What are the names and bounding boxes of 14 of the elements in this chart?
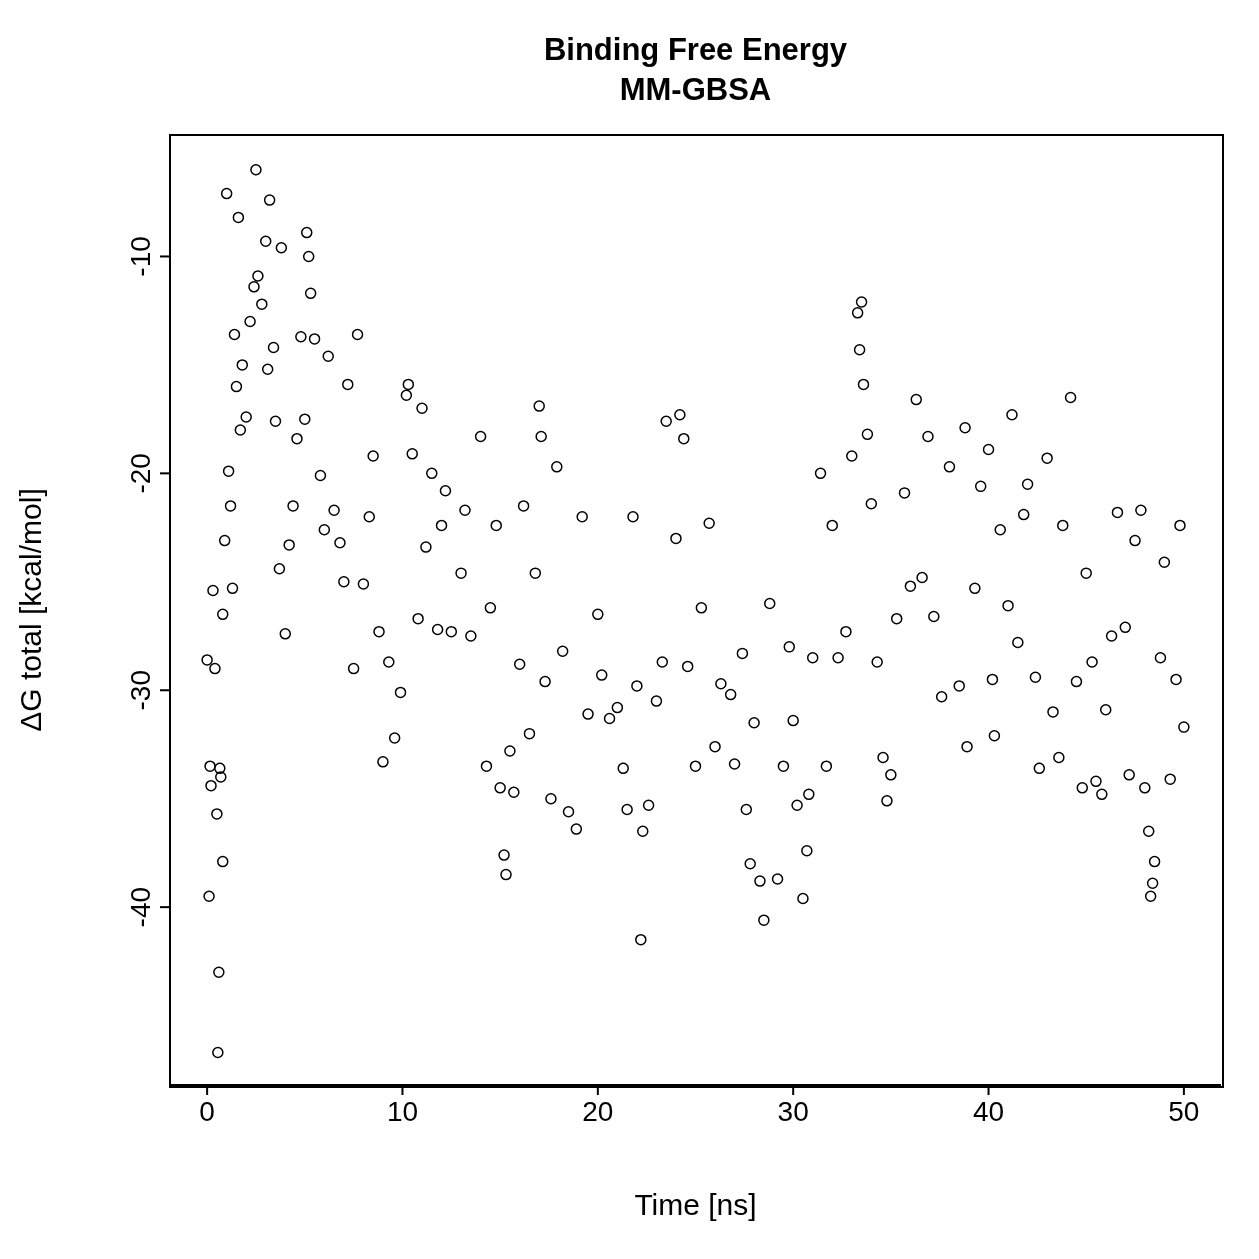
y-tick-label: -30 <box>125 670 156 711</box>
y-tick-label: -40 <box>125 886 156 928</box>
chart-subtitle: MM-GBSA <box>618 71 773 109</box>
y-tick-label: -10 <box>125 236 156 277</box>
x-tick-label: 20 <box>582 1095 614 1127</box>
x-tick-label: 0 <box>199 1095 215 1127</box>
x-axis-title: Time [ns] <box>634 1188 757 1221</box>
x-tick-label: 50 <box>1168 1095 1200 1127</box>
y-axis-title: ΔG total [kcal/mol] <box>13 488 47 732</box>
y-tick-label: -20 <box>125 453 156 494</box>
chart-title: Binding Free Energy <box>542 31 849 69</box>
x-tick-label: 40 <box>972 1095 1005 1127</box>
x-tick-label: 30 <box>777 1095 809 1127</box>
x-tick-label: 10 <box>386 1095 419 1127</box>
